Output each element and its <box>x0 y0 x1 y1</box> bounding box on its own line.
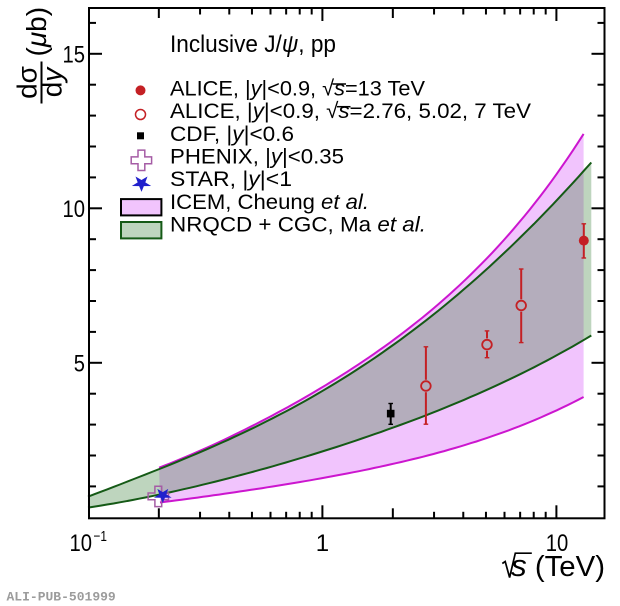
svg-text:10: 10 <box>63 196 86 223</box>
svg-text:ICEM, Cheung et al.: ICEM, Cheung et al. <box>170 190 369 214</box>
svg-text:ALICE, |y|<0.9, √s=13 TeV: ALICE, |y|<0.9, √s=13 TeV <box>170 76 426 100</box>
svg-text:1: 1 <box>316 530 329 557</box>
svg-text:10: 10 <box>70 530 93 557</box>
svg-text:Inclusive J/ψ, pp: Inclusive J/ψ, pp <box>170 31 336 58</box>
svg-text:dσ: dσ <box>12 66 43 99</box>
svg-text:CDF, |y|<0.6: CDF, | y|<0.6 <box>170 122 294 146</box>
svg-text:5: 5 <box>74 350 85 377</box>
svg-text:15: 15 <box>63 41 86 68</box>
svg-text:STAR, |y|<1: STAR, | y|<1 <box>170 167 292 191</box>
svg-text:−1: −1 <box>94 529 108 545</box>
svg-text:ALICE, |y|<0.9, √s=2.76, 5.02,: ALICE, | y|<0.9, √ s=2.76, 5.02, 7 TeV <box>170 99 532 123</box>
svg-text:NRQCD + CGC, Ma et al.: NRQCD + CGC, Ma et al. <box>170 213 426 237</box>
svg-text:PHENIX, |y|<0.35: PHENIX, | y|<0.35 <box>170 145 344 169</box>
svg-text:10: 10 <box>546 530 569 557</box>
svg-text:(μb): (μb) <box>21 7 52 57</box>
svg-text:ALI-PUB-501999: ALI-PUB-501999 <box>7 590 116 605</box>
